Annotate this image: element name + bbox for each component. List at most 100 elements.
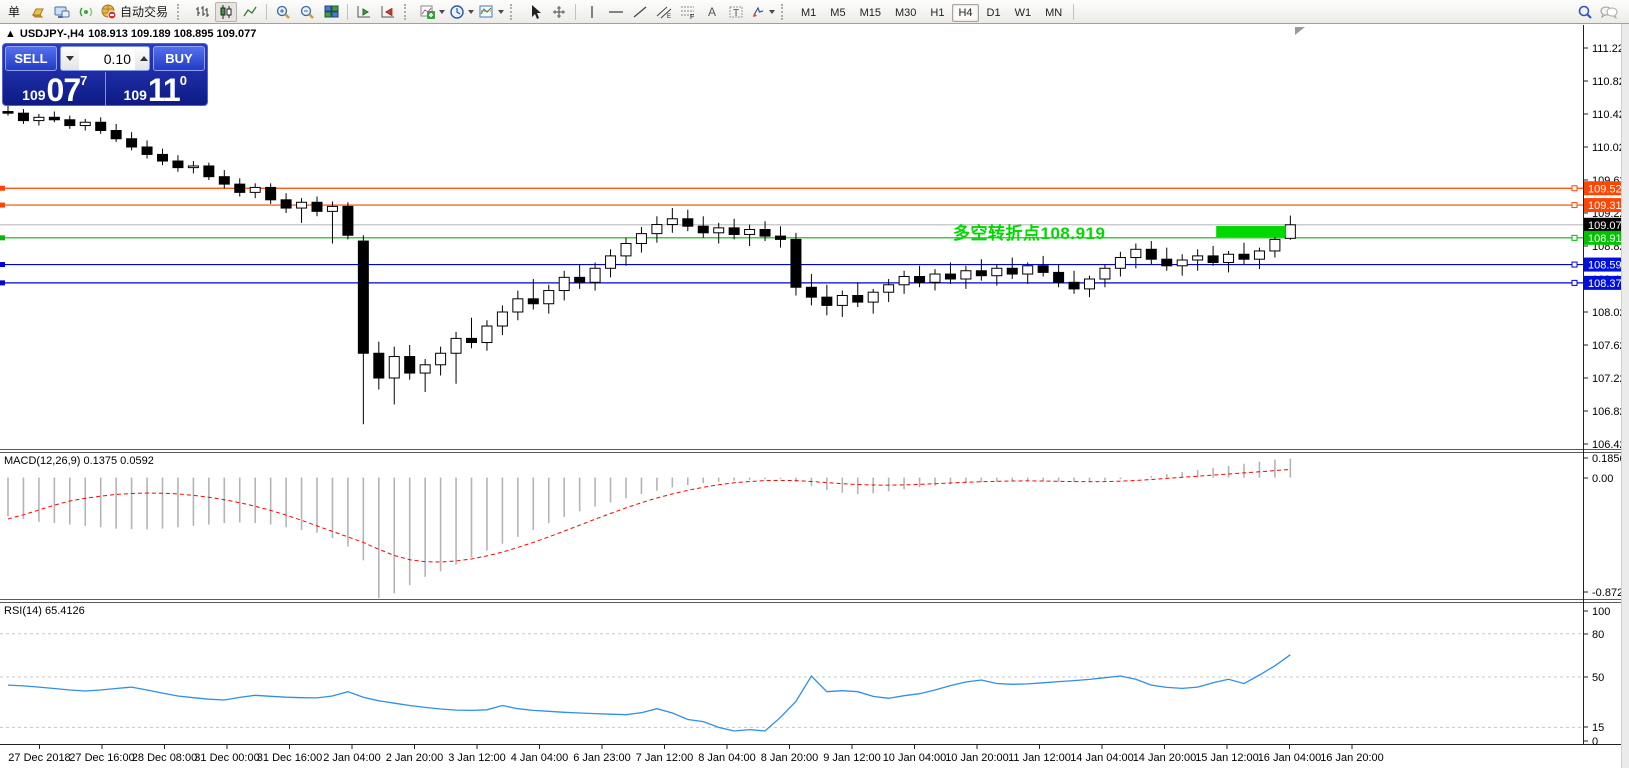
ask-main: 11 [147, 72, 181, 108]
zoom-out-icon[interactable] [296, 2, 318, 22]
timeframe-h1-button[interactable]: H1 [930, 6, 945, 19]
line-chart-type-icon[interactable] [239, 2, 261, 22]
svg-text:0.00: 0.00 [1592, 473, 1613, 485]
svg-text:15: 15 [1592, 722, 1604, 734]
timeframe-m15-button[interactable]: M15 [859, 6, 881, 19]
indicators-menu-button[interactable] [418, 2, 446, 22]
bar-chart-type-icon[interactable] [191, 2, 213, 22]
text-tool-icon[interactable]: A [701, 2, 723, 22]
svg-text:111.220: 111.220 [1592, 43, 1629, 55]
ask-prefix: 109 [123, 87, 147, 103]
buy-button[interactable]: BUY [153, 46, 205, 71]
svg-text:27 Dec 16:00: 27 Dec 16:00 [69, 752, 134, 764]
svg-text:80: 80 [1592, 629, 1604, 641]
timeframe-d1-button[interactable]: D1 [986, 6, 1001, 19]
cursor-tool-icon[interactable] [524, 2, 546, 22]
price-level-label: 109.077 [1584, 217, 1629, 232]
toolbar-separator [266, 3, 268, 20]
svg-text:E: E [667, 14, 671, 20]
pivot-highlight-box[interactable] [1216, 226, 1286, 238]
dropdown-caret-icon [498, 9, 505, 14]
svg-text:100: 100 [1592, 606, 1610, 618]
svg-text:106.420: 106.420 [1592, 439, 1629, 451]
terminals-icon[interactable] [51, 2, 73, 22]
volume-input[interactable] [79, 47, 135, 70]
vertical-line-tool-icon[interactable] [581, 2, 603, 22]
toolbar-grip [177, 3, 185, 20]
svg-text:107.620: 107.620 [1592, 340, 1629, 352]
text-label-tool-icon[interactable]: T [725, 2, 747, 22]
main-toolbar: 单 自动交易 [0, 0, 1629, 24]
equidistant-channel-tool-icon[interactable]: E [653, 2, 675, 22]
svg-text:108.020: 108.020 [1592, 307, 1629, 319]
autotrading-button[interactable]: 自动交易 [99, 2, 172, 22]
sell-button[interactable]: SELL [5, 46, 57, 71]
ask-price-display[interactable]: 109 11 0 [106, 72, 206, 106]
bid-pipette: 7 [80, 73, 88, 88]
svg-text:7 Jan 12:00: 7 Jan 12:00 [636, 752, 694, 764]
svg-text:0: 0 [1592, 736, 1598, 748]
svg-text:108.595: 108.595 [1588, 260, 1628, 272]
svg-text:16 Jan 20:00: 16 Jan 20:00 [1320, 752, 1384, 764]
timeframe-h4-button[interactable]: H4 [952, 3, 979, 22]
price-axis[interactable]: 111.220110.820110.420110.020109.620109.2… [1583, 43, 1629, 451]
gold-ingot-icon[interactable] [27, 2, 49, 22]
svg-text:-0.8729: -0.8729 [1592, 587, 1629, 599]
svg-text:6 Jan 23:00: 6 Jan 23:00 [573, 752, 631, 764]
caret-down-icon [66, 56, 74, 61]
svg-text:0.1856: 0.1856 [1592, 453, 1626, 465]
bid-price-display[interactable]: 109 07 7 [5, 72, 106, 106]
svg-text:A: A [708, 5, 716, 19]
price-level-label: 108.595 [1584, 257, 1629, 272]
new-order-button[interactable]: 单 [3, 2, 25, 22]
horizontal-line-tool-icon[interactable] [605, 2, 627, 22]
crosshair-tool-icon[interactable] [548, 2, 570, 22]
toolbar-grip [510, 3, 518, 20]
fibonacci-tool-icon[interactable]: F [677, 2, 699, 22]
chat-icon[interactable] [1598, 2, 1620, 22]
pivot-annotation-text[interactable]: 多空转折点108.919 [953, 224, 1106, 243]
svg-text:2 Jan 04:00: 2 Jan 04:00 [323, 752, 381, 764]
volume-decrease-button[interactable] [61, 47, 79, 70]
window-right-edge [1621, 24, 1629, 768]
arrows-menu-button[interactable] [749, 2, 776, 22]
dropdown-caret-icon [468, 9, 475, 14]
trendline-tool-icon[interactable] [629, 2, 651, 22]
svg-text:8 Jan 04:00: 8 Jan 04:00 [698, 752, 756, 764]
chart-shift-icon[interactable] [377, 2, 399, 22]
price-level-label: 108.919 [1584, 230, 1629, 245]
autotrading-label: 自动交易 [120, 5, 169, 19]
signal-icon[interactable] [75, 2, 97, 22]
auto-scroll-icon[interactable] [353, 2, 375, 22]
timeframe-m30-button[interactable]: M30 [894, 6, 917, 19]
toolbar-grip [781, 3, 789, 20]
tile-windows-icon[interactable] [320, 2, 342, 22]
rsi-pane: 100 80 50 15 0 [0, 606, 1610, 748]
macd-indicator-label: MACD(12,26,9) 0.1375 0.0592 [4, 455, 154, 467]
svg-text:106.820: 106.820 [1592, 406, 1629, 418]
svg-text:T: T [733, 8, 739, 19]
timeframe-mn-button[interactable]: MN [1045, 6, 1063, 19]
timeframe-m5-button[interactable]: M5 [830, 6, 846, 19]
timeframe-m1-button[interactable]: M1 [801, 6, 817, 19]
volume-increase-button[interactable] [135, 47, 149, 70]
svg-text:2 Jan 20:00: 2 Jan 20:00 [386, 752, 444, 764]
zoom-in-icon[interactable] [272, 2, 294, 22]
timeframe-w1-button[interactable]: W1 [1014, 6, 1032, 19]
toolbar-separator [575, 3, 577, 20]
rsi-indicator-label: RSI(14) 65.4126 [4, 605, 85, 617]
search-icon[interactable] [1574, 2, 1596, 22]
dropdown-caret-icon [769, 9, 776, 14]
candlestick-chart-type-icon[interactable] [215, 1, 238, 22]
chart-frame [0, 25, 1629, 745]
bid-prefix: 109 [22, 87, 46, 103]
periods-menu-button[interactable] [448, 2, 475, 22]
svg-text:8 Jan 20:00: 8 Jan 20:00 [761, 752, 819, 764]
collapse-panel-arrow-icon[interactable]: ▲ [5, 28, 16, 40]
templates-menu-button[interactable] [477, 2, 505, 22]
dropdown-caret-icon [439, 9, 446, 14]
ask-pipette: 0 [179, 73, 187, 88]
symbol-period-label: USDJPY-,H4 [19, 28, 85, 40]
